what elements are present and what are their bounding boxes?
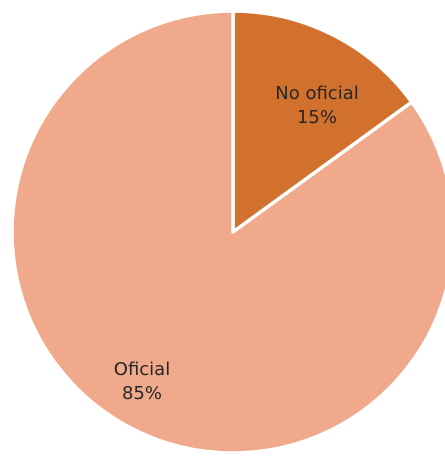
slices-layer xyxy=(10,9,445,455)
pie-slice-no-oficial xyxy=(231,9,414,234)
slice-label-oficial: Oficial xyxy=(114,359,170,380)
pie-slice-oficial xyxy=(10,9,445,455)
slice-label-no-oficial: No oficial xyxy=(275,83,358,104)
slice-value-label-no-oficial: 15% xyxy=(297,107,337,128)
slice-value-label-oficial: 85% xyxy=(122,383,162,404)
labels-layer: No oficial 15% Oficial 85% xyxy=(114,83,359,404)
